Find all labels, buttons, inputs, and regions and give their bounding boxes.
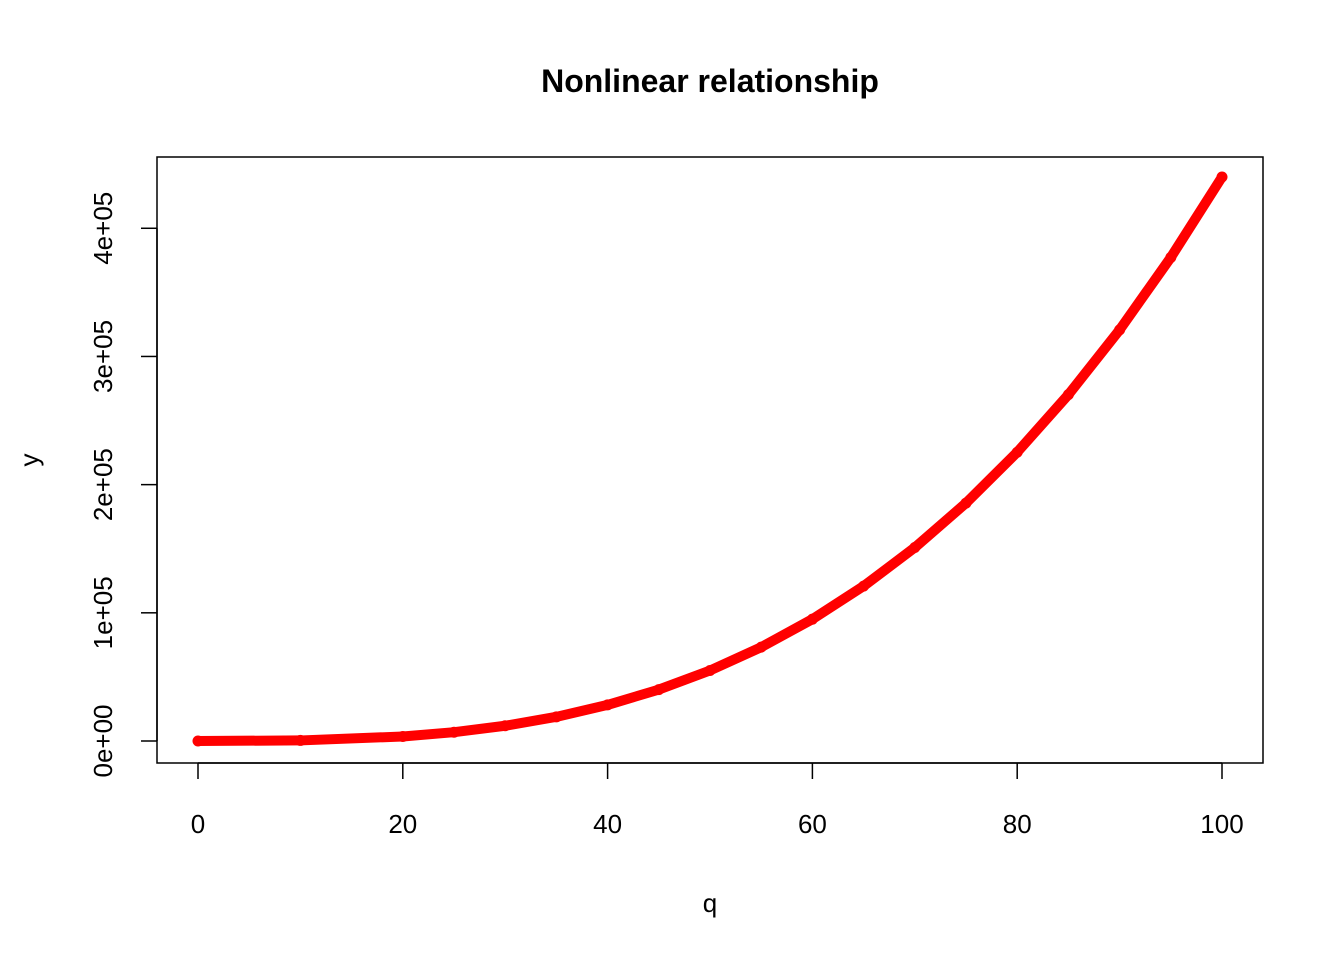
chart-title: Nonlinear relationship: [541, 63, 879, 99]
data-point: [960, 497, 972, 509]
data-point: [294, 734, 306, 746]
data-point: [550, 711, 562, 723]
y-tick-label: 0e+00: [88, 704, 118, 777]
x-tick-label: 80: [1003, 809, 1032, 839]
x-axis: 0 20 40 60 80 100: [191, 762, 1244, 839]
data-point: [806, 613, 818, 625]
data-point: [1011, 446, 1023, 458]
data-point: [755, 641, 767, 653]
data-point: [704, 665, 716, 676]
data-point: [1165, 251, 1177, 263]
data-point: [448, 726, 460, 738]
x-tick-label: 0: [191, 809, 205, 839]
y-tick-label: 3e+05: [88, 320, 118, 393]
x-tick-label: 100: [1200, 809, 1243, 839]
data-point: [1114, 324, 1126, 336]
y-tick-label: 1e+05: [88, 576, 118, 649]
data-point: [858, 580, 870, 592]
y-axis-label: y: [14, 454, 44, 467]
x-tick-label: 40: [593, 809, 622, 839]
data-series: [192, 171, 1228, 747]
y-tick-label: 4e+05: [88, 192, 118, 265]
data-point: [192, 735, 204, 747]
data-point: [499, 720, 511, 732]
data-point: [1216, 171, 1228, 183]
x-axis-label: q: [703, 888, 717, 918]
data-point: [1062, 389, 1074, 401]
data-point: [909, 542, 921, 554]
data-point: [397, 730, 409, 742]
x-tick-label: 20: [388, 809, 417, 839]
data-point: [653, 684, 665, 696]
y-tick-label: 2e+05: [88, 448, 118, 521]
series-line: [193, 172, 1227, 746]
data-point: [602, 699, 614, 711]
x-tick-label: 60: [798, 809, 827, 839]
y-axis: 0e+00 1e+05 2e+05 3e+05 4e+05: [88, 192, 158, 778]
